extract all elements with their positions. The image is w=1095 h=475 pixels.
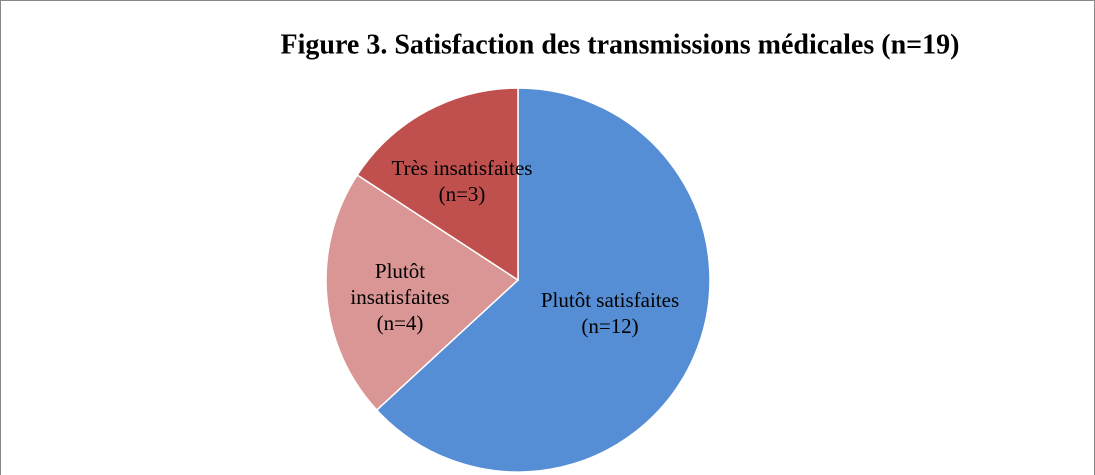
category-label: Très insatisfaites xyxy=(391,156,533,180)
slice-label: Plutôt insatisfaites(n=4) xyxy=(335,258,465,336)
slice-label-text: Plutôt insatisfaites (n=4) xyxy=(335,258,465,336)
slice-label-text: Plutôt satisfaites (n=12) xyxy=(500,287,720,339)
category-label: Plutôt satisfaites xyxy=(540,288,680,312)
pie-slice xyxy=(325,173,520,412)
pie-slice xyxy=(356,87,519,282)
value-label: (n=12) xyxy=(581,314,639,338)
value-label: (n=4) xyxy=(376,311,424,335)
category-label: Plutôt insatisfaites xyxy=(350,259,450,309)
slice-label-text: Très insatisfaites (n=3) xyxy=(357,155,567,207)
value-label: (n=3) xyxy=(438,182,486,206)
chart-title: Figure 3. Satisfaction des transmissions… xyxy=(281,29,960,60)
slice-label: Plutôt satisfaites(n=12) xyxy=(500,287,720,339)
pie-slice xyxy=(375,87,711,473)
slice-label: Très insatisfaites(n=3) xyxy=(357,155,567,207)
